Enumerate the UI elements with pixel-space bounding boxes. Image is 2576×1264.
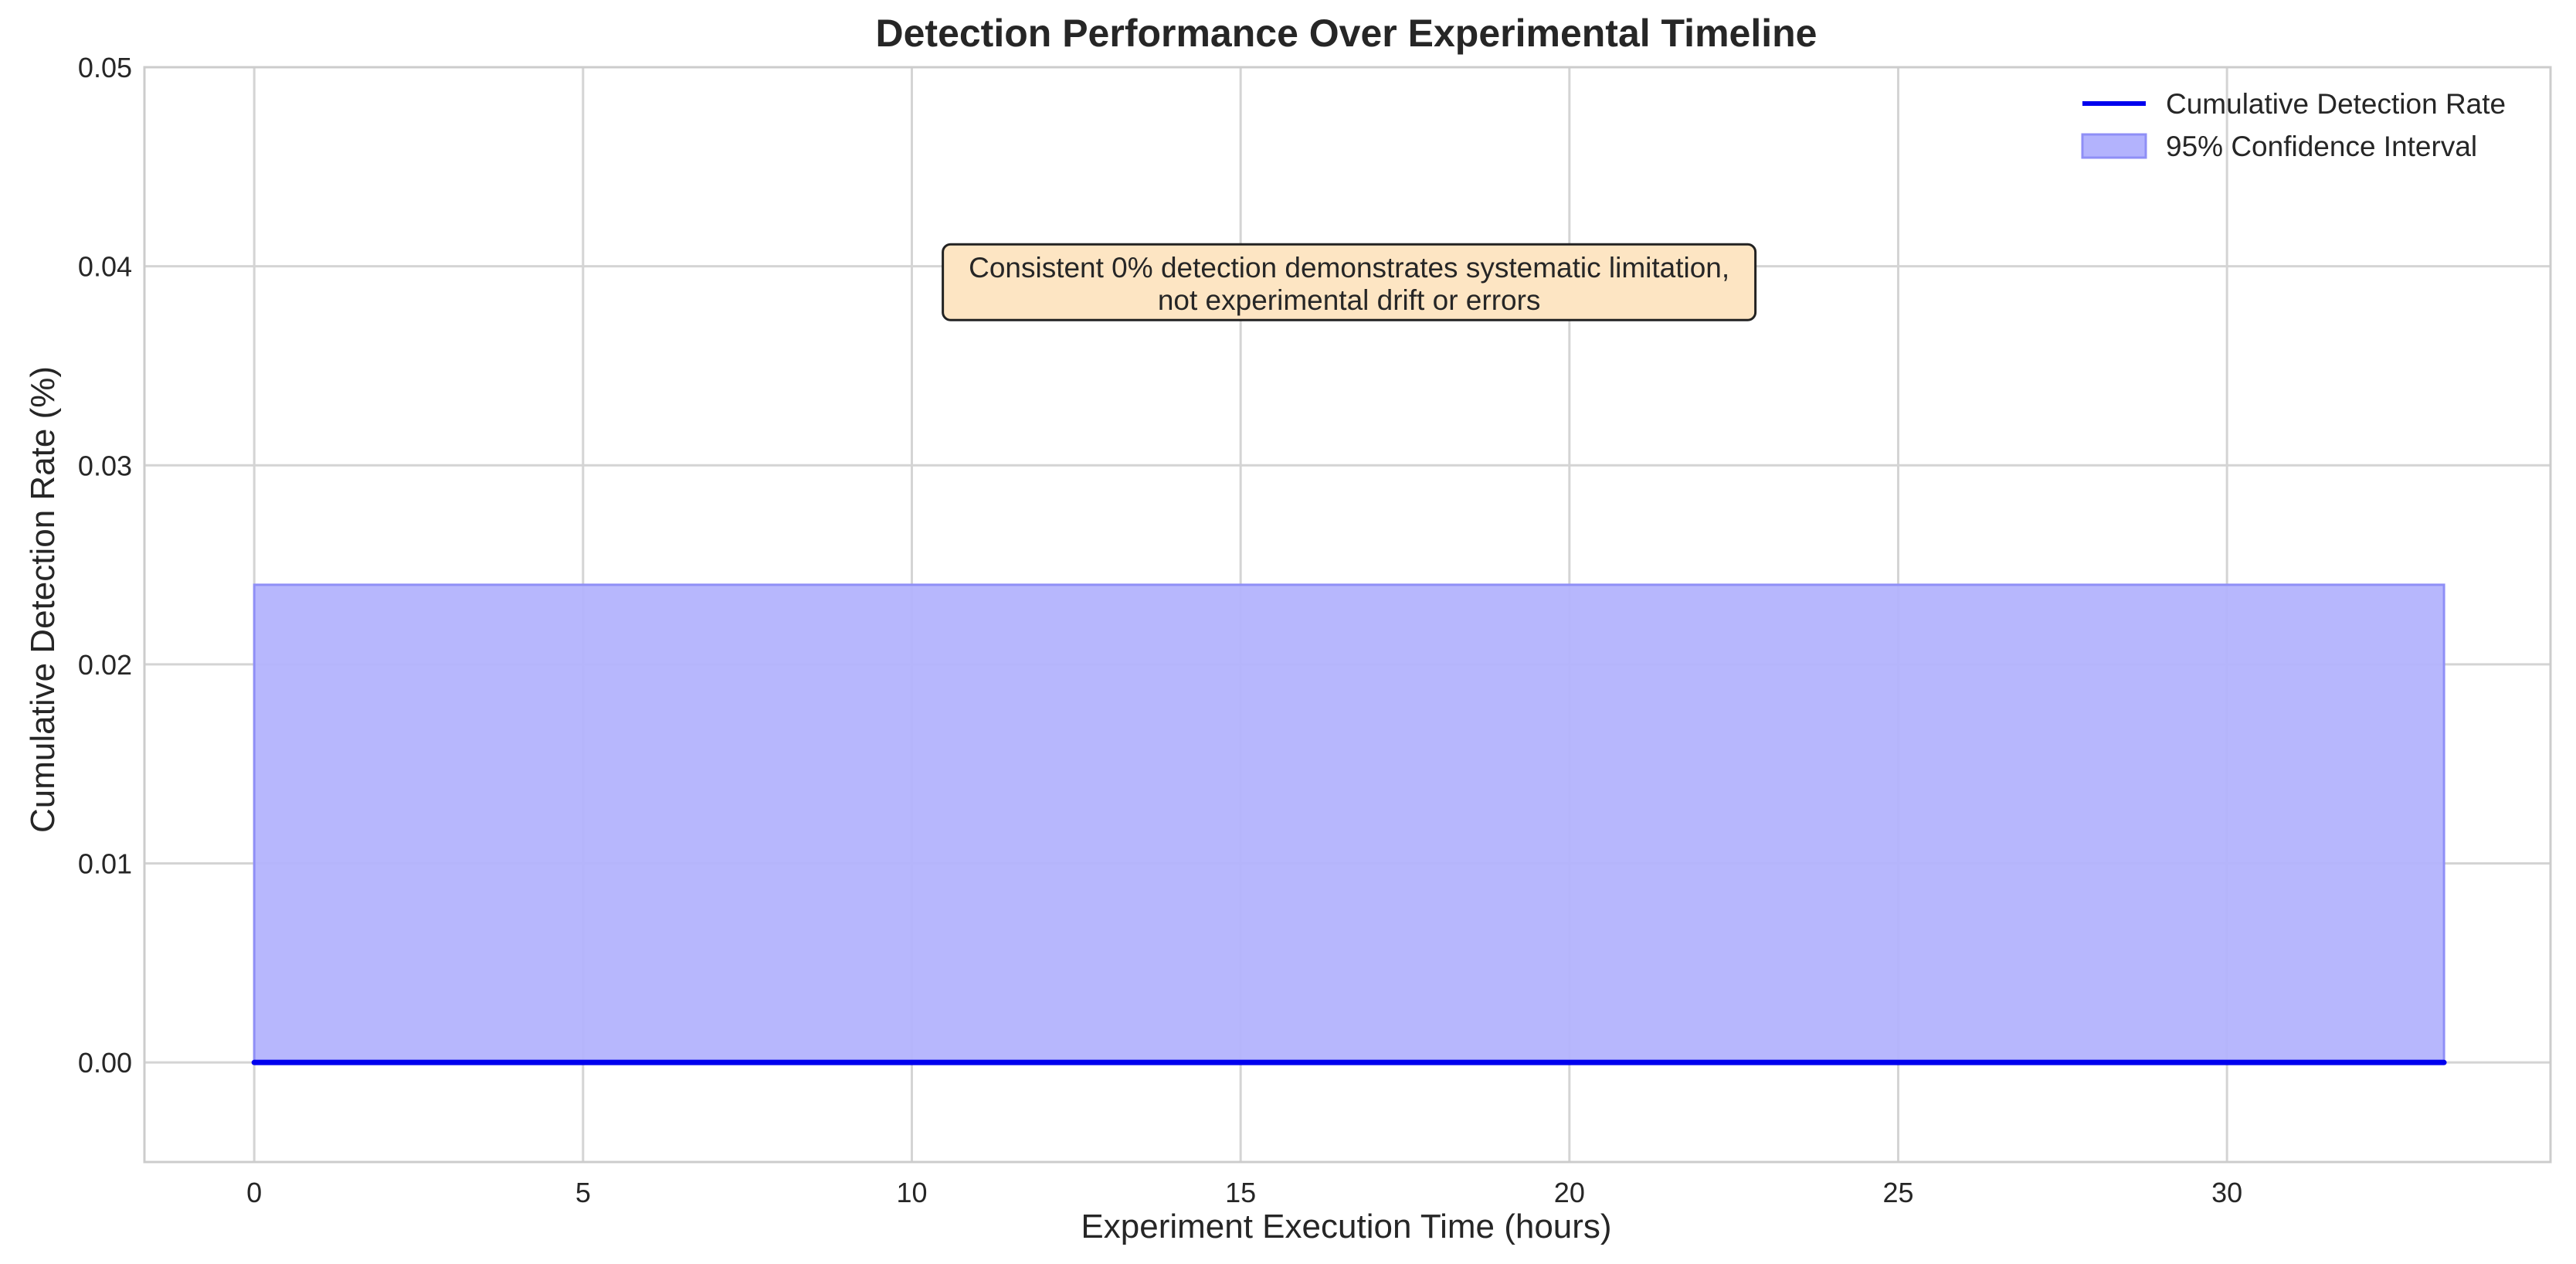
chart-title: Detection Performance Over Experimental … (876, 12, 1817, 55)
y-tick-label: 0.04 (78, 251, 132, 283)
legend-label-detection-rate: Cumulative Detection Rate (2166, 88, 2506, 120)
annotation-line-1: Consistent 0% detection demonstrates sys… (969, 252, 1729, 284)
tick-labels: 0 5 10 15 20 25 30 0.00 0.01 0.02 0.03 0.04 0.05 (78, 52, 2242, 1208)
x-tick-label: 10 (896, 1177, 927, 1208)
annotation-background (942, 243, 1757, 321)
annotation-line-2: not experimental drift or errors (1158, 284, 1541, 316)
x-tick-label: 30 (2211, 1177, 2242, 1208)
annotation-box: Consistent 0% detection demonstrates sys… (942, 243, 1757, 321)
legend-label-confidence-interval: 95% Confidence Interval (2166, 131, 2477, 162)
plot-frame (143, 66, 2552, 1164)
legend: Cumulative Detection Rate 95% Confidence… (2081, 88, 2506, 162)
legend-swatch-confidence-interval (2081, 133, 2147, 159)
y-tick-label: 0.01 (78, 848, 132, 880)
y-tick-label: 0.02 (78, 649, 132, 681)
x-tick-label: 20 (1554, 1177, 1585, 1208)
x-tick-label: 25 (1882, 1177, 1913, 1208)
y-tick-label: 0.03 (78, 450, 132, 481)
x-tick-label: 15 (1225, 1177, 1256, 1208)
y-tick-label: 0.05 (78, 52, 132, 83)
y-tick-label: 0.00 (78, 1047, 132, 1079)
x-tick-label: 0 (246, 1177, 262, 1208)
y-axis-label: Cumulative Detection Rate (%) (24, 366, 62, 833)
x-tick-label: 5 (575, 1177, 591, 1208)
x-axis-label: Experiment Execution Time (hours) (1081, 1208, 1611, 1245)
confidence-band-layer (253, 583, 2445, 1064)
confidence-band (253, 583, 2445, 1064)
